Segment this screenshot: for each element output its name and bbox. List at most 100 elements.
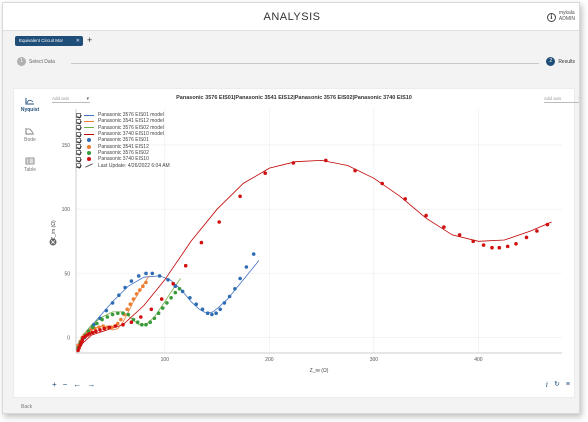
chart-series (76, 158, 552, 353)
data-point (199, 240, 204, 245)
tab-equivalent-circuit[interactable]: Equivalent Circuit Mor ✕ (15, 36, 83, 46)
data-point (94, 329, 98, 333)
legend-item[interactable]: Panasonic 3740 EIS10 (76, 156, 170, 162)
y-tick-label: 100 (62, 207, 71, 213)
data-point (380, 181, 385, 186)
chart-grid (76, 109, 562, 353)
data-point (136, 274, 141, 278)
data-point (152, 316, 157, 321)
data-point (169, 296, 173, 300)
legend-checkbox[interactable] (76, 131, 81, 137)
legend-item[interactable]: Panasonic 3576 EIS02 (76, 150, 170, 156)
left-axis-dropdown[interactable]: Add axis ▾ (52, 95, 90, 103)
data-point (173, 290, 178, 295)
data-point (116, 311, 120, 315)
back-link[interactable]: Back (21, 404, 33, 410)
legend-checkbox[interactable] (76, 112, 81, 118)
step-label: Select Data (29, 58, 55, 65)
legend-checkbox[interactable] (76, 137, 81, 143)
sidebar-item-nyquist[interactable]: Nyquist (16, 97, 44, 113)
data-point (126, 312, 131, 317)
legend-item[interactable]: Panasonic 3576 EIS02 model (76, 125, 170, 131)
data-point (110, 301, 115, 305)
data-point (457, 233, 462, 237)
table-icon (25, 157, 35, 165)
legend-swatch (84, 150, 94, 155)
dropdown-value: Add axis (544, 96, 562, 101)
legend-checkbox[interactable] (76, 118, 81, 124)
info-icon[interactable]: i (546, 13, 556, 22)
step-select-data[interactable]: 1 Select Data (17, 57, 55, 66)
data-point (139, 315, 143, 319)
zoom-out-button[interactable]: − (62, 380, 68, 389)
update-icon (84, 163, 94, 168)
data-point (98, 328, 102, 332)
legend-label: Panasonic 3576 EIS02 (98, 149, 149, 156)
legend-swatch (84, 125, 94, 130)
legend-item[interactable]: Panasonic 3576 EIS01 (76, 137, 170, 143)
legend-item[interactable]: Panasonic 3541 EIS12 model (76, 118, 170, 124)
app-window: ANALYSIS i mykala ADMIN Equivalent Circu… (2, 2, 580, 414)
add-tab-button[interactable]: + (87, 35, 93, 45)
data-point (183, 263, 188, 268)
data-point (188, 296, 192, 300)
data-point (90, 325, 95, 330)
data-point (171, 281, 175, 286)
data-point (150, 271, 155, 276)
legend-item[interactable]: Panasonic 3541 EIS12 (76, 143, 170, 150)
legend-label: Panasonic 3576 EIS01 (98, 137, 149, 144)
sidebar-item-bode[interactable]: Bode (16, 127, 44, 143)
data-point (125, 307, 129, 312)
data-point (138, 288, 142, 292)
data-point (95, 321, 99, 326)
pan-left-button[interactable]: ← (73, 380, 82, 389)
data-point (210, 312, 214, 317)
legend-item[interactable]: Panasonic 3740 EIS10 model (76, 131, 170, 137)
legend-label: Panasonic 3740 EIS10 (98, 156, 149, 163)
y-tick-label: 150 (62, 143, 71, 149)
legend-swatch (84, 157, 94, 162)
x-tick-label: 400 (474, 357, 483, 363)
close-icon[interactable]: ✕ (75, 38, 80, 44)
data-point (471, 239, 476, 244)
step-results[interactable]: 2 Results (546, 57, 575, 66)
sidebar-item-table[interactable]: Table (16, 157, 44, 173)
user-name: mykala (558, 10, 575, 16)
legend-checkbox[interactable] (76, 163, 81, 169)
data-point (490, 245, 494, 250)
data-point (227, 294, 232, 299)
refresh-button[interactable]: ↻ (554, 381, 560, 388)
app-header: ANALYSIS i mykala ADMIN (3, 3, 579, 31)
x-tick-label: 100 (161, 357, 170, 363)
y-axis-label: -Z_im (Ω) (51, 220, 57, 242)
chevron-down-icon: ▾ (578, 95, 579, 103)
data-point (140, 322, 144, 327)
data-point (180, 289, 185, 294)
data-point (505, 244, 510, 249)
data-point (200, 307, 205, 312)
right-axis-dropdown[interactable]: Add axis ▾ (544, 95, 579, 103)
nyquist-icon (25, 98, 34, 105)
legend-swatch (84, 113, 94, 118)
data-point (238, 194, 242, 199)
legend-checkbox[interactable] (76, 125, 81, 131)
legend-checkbox[interactable] (76, 150, 81, 156)
data-point (128, 302, 133, 306)
data-point (222, 301, 227, 305)
data-point (545, 222, 550, 227)
legend-checkbox[interactable] (76, 156, 81, 162)
user-menu[interactable]: i mykala ADMIN (546, 10, 575, 22)
data-point (102, 326, 106, 331)
legend-item[interactable]: Panasonic 3576 EIS01 model (76, 112, 170, 118)
menu-button[interactable]: ≡ (565, 381, 570, 388)
zoom-in-button[interactable]: + (52, 380, 57, 389)
data-point (131, 317, 136, 322)
legend-last-update: Last Update: 4/26/2022 6:04 AM (76, 162, 170, 169)
info-button[interactable]: i (545, 381, 549, 389)
data-point (217, 220, 221, 224)
legend-label: Panasonic 3576 EIS02 model (98, 124, 164, 131)
legend-checkbox[interactable] (76, 144, 81, 150)
x-axis-label: Z_re (Ω) (310, 368, 329, 374)
data-point (324, 158, 328, 163)
pan-right-button[interactable]: → (87, 380, 96, 389)
